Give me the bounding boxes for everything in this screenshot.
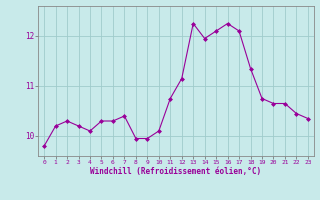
X-axis label: Windchill (Refroidissement éolien,°C): Windchill (Refroidissement éolien,°C) bbox=[91, 167, 261, 176]
